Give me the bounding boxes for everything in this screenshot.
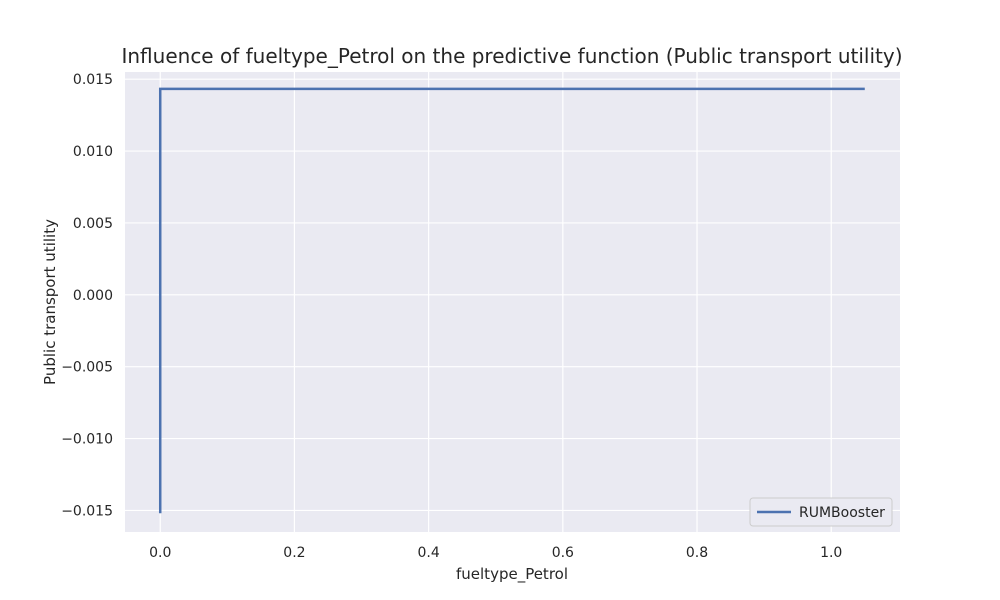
series-line-rumbooster: [158, 87, 865, 514]
y-tick-label: −0.010: [61, 432, 113, 448]
x-tick-labels: 0.0 0.2 0.4 0.6 0.8 1.0: [149, 545, 842, 561]
y-tick-label: 0.015: [73, 72, 113, 88]
x-tick-label: 0.6: [552, 545, 574, 561]
y-tick-label: 0.010: [73, 144, 113, 160]
series-layer: [158, 87, 865, 514]
y-axis-label: Public transport utility: [41, 219, 59, 385]
y-tick-label: 0.000: [73, 288, 113, 304]
plot-background: [125, 72, 900, 532]
x-tick-label: 1.0: [820, 545, 842, 561]
x-tick-label: 0.8: [686, 545, 708, 561]
x-tick-label: 0.2: [283, 545, 305, 561]
legend-label-rumbooster: RUMBooster: [799, 505, 885, 521]
chart-title: Influence of fueltype_Petrol on the pred…: [121, 44, 902, 68]
legend: RUMBooster: [749, 497, 893, 527]
x-tick-label: 0.4: [417, 545, 439, 561]
y-tick-label: 0.005: [73, 216, 113, 232]
y-tick-label: −0.015: [61, 503, 113, 519]
y-tick-label: −0.005: [61, 360, 113, 376]
x-tick-label: 0.0: [149, 545, 171, 561]
legend-box: [749, 497, 893, 527]
x-axis-label: fueltype_Petrol: [456, 565, 568, 584]
y-tick-labels: 0.015 0.010 0.005 0.000 −0.005 −0.010 −0.015: [61, 72, 113, 519]
